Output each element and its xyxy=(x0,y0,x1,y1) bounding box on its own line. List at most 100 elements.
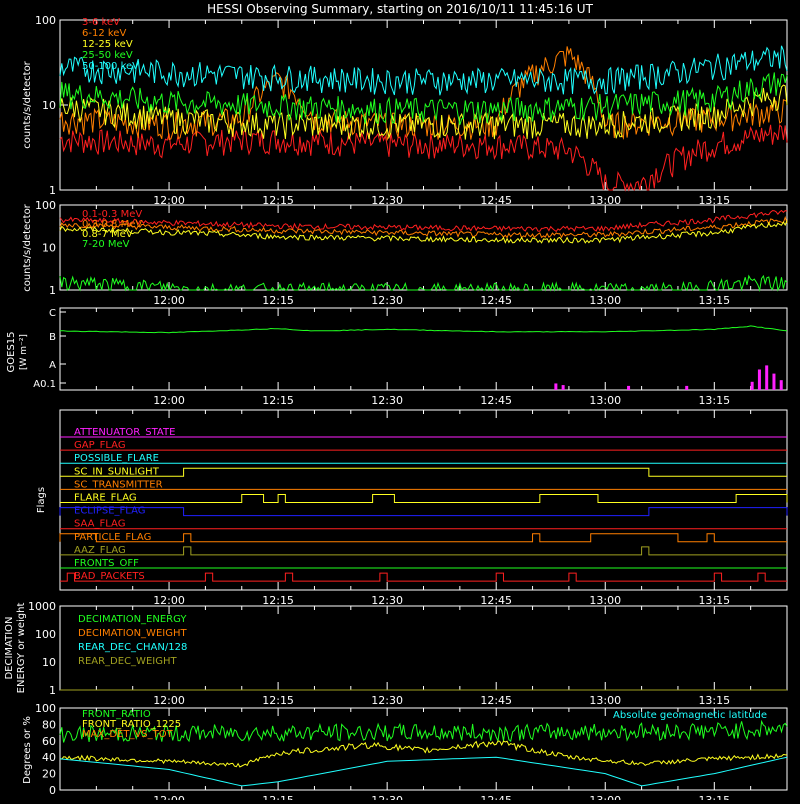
panel-3-ylabel: GOES15 xyxy=(6,331,17,372)
front-ratio-line xyxy=(59,719,788,743)
y-tick-label: 10 xyxy=(42,656,56,669)
y-tick-label: 10 xyxy=(42,242,56,255)
x-tick-label: 12:15 xyxy=(262,694,294,707)
panel-6-legend-entry: MAX_DET_VS_TOT xyxy=(82,729,174,740)
flag-particle-flag-line xyxy=(59,533,787,543)
front-ratio-1225-line xyxy=(59,740,788,768)
series-1-line xyxy=(59,46,788,142)
x-tick-label: 13:00 xyxy=(589,394,621,407)
y-tick-label: 100 xyxy=(35,628,56,641)
y-tick-label: 100 xyxy=(35,14,56,27)
flag-possible-flare-label: POSSIBLE_FLARE xyxy=(74,453,159,464)
flag-sc-in-sunlight-label: SC_IN_SUNLIGHT xyxy=(74,466,160,477)
x-tick-label: 12:15 xyxy=(262,594,294,607)
y-tick-label: 0 xyxy=(49,784,56,797)
flag-eclipse-flag-line xyxy=(59,507,788,517)
panel-1-legend-entry: 25-50 keV xyxy=(82,50,133,61)
x-tick-label: 12:45 xyxy=(480,194,512,207)
x-tick-label: 12:00 xyxy=(153,594,185,607)
y-tick-label: 10 xyxy=(42,99,56,112)
x-tick-label: 12:45 xyxy=(480,394,512,407)
goes-short-bar xyxy=(750,381,754,390)
x-tick-label: 13:15 xyxy=(698,694,730,707)
x-tick-label: 12:30 xyxy=(371,294,403,307)
flag-flare-flag-label: FLARE_FLAG xyxy=(74,493,137,504)
x-tick-label: 12:00 xyxy=(153,694,185,707)
x-tick-label: 12:45 xyxy=(480,794,512,800)
x-tick-label: 12:30 xyxy=(371,794,403,800)
series-0-line xyxy=(59,124,788,192)
goes-short-bar xyxy=(685,385,689,390)
goes-short-bar xyxy=(779,380,783,390)
x-tick-label: 13:00 xyxy=(589,594,621,607)
flag-saa-flag-label: SAA_FLAG xyxy=(74,519,125,530)
flag-sc-in-sunlight-line xyxy=(60,467,787,477)
panel-5-legend-entry: DECIMATION_WEIGHT xyxy=(78,628,187,639)
y-tick-label: 1 xyxy=(49,284,56,297)
panel-4-ylabel: Flags xyxy=(36,487,47,513)
panel-2-ylabel: counts/s/detector xyxy=(22,203,33,291)
y-tick-label: 60 xyxy=(42,735,56,748)
x-tick-label: 12:00 xyxy=(153,194,185,207)
series-3-line xyxy=(59,72,788,125)
x-tick-label: 12:45 xyxy=(480,694,512,707)
y-tick-label: C xyxy=(49,308,56,319)
flag-aaz-flag-label: AAZ_FLAG xyxy=(74,545,126,556)
x-tick-label: 12:30 xyxy=(371,394,403,407)
x-tick-label: 13:00 xyxy=(589,194,621,207)
goes-short-bar xyxy=(772,373,776,390)
flag-eclipse-flag-label: ECLIPSE_FLAG xyxy=(74,506,145,517)
goes-short-bar xyxy=(554,383,558,390)
x-tick-label: 12:15 xyxy=(262,794,294,800)
panel-5-ylabel: DECIMATION xyxy=(4,616,15,679)
series-4-line xyxy=(59,45,788,96)
flag-bad-packets-label: BAD_PACKETS xyxy=(74,571,145,582)
x-tick-label: 13:15 xyxy=(698,794,730,800)
x-tick-label: 12:45 xyxy=(480,294,512,307)
panel-5-ylabel2: ENERGY or weight xyxy=(16,603,27,694)
y-tick-label: 100 xyxy=(35,702,56,715)
y-tick-label: A xyxy=(49,360,56,371)
panel-2-frame xyxy=(59,204,788,291)
series-1-line xyxy=(59,215,788,239)
y-tick-label: 100 xyxy=(35,199,56,212)
panel-1-legend-entry: 50-100 keV xyxy=(82,61,139,72)
series-2-line xyxy=(59,220,788,244)
panel-2-legend-entry: 0.1-0.3 MeV xyxy=(82,209,142,220)
x-tick-label: 13:00 xyxy=(589,694,621,707)
x-tick-label: 12:30 xyxy=(371,594,403,607)
panel-6-legend-entry: FRONT_RATIO xyxy=(82,709,151,720)
panel-6-ylabel: Degrees or % xyxy=(22,716,33,784)
y-tick-label: 1 xyxy=(49,184,56,197)
panel-6-legend-right: Absolute geomagnetic latitude xyxy=(613,710,767,721)
y-tick-label: B xyxy=(49,332,56,343)
x-tick-label: 13:15 xyxy=(698,394,730,407)
x-tick-label: 13:15 xyxy=(698,294,730,307)
panel-6-legend-entry: FRONT_RATIO_1225 xyxy=(82,719,181,730)
flag-gap-flag-label: GAP_FLAG xyxy=(74,440,126,451)
panel-5-legend-entry: DECIMATION_ENERGY xyxy=(78,614,187,625)
panel-1-legend-entry: 6-12 keV xyxy=(82,28,126,39)
panel-3-ylabel2: [W m⁻²] xyxy=(19,334,29,370)
geomagnetic-latitude-line xyxy=(59,756,788,787)
figure-title: HESSI Observing Summary, starting on 201… xyxy=(207,2,593,16)
series-3-line xyxy=(59,274,788,292)
panel-3-frame xyxy=(59,307,788,391)
panel-1-ylabel: counts/s/detector xyxy=(22,60,33,148)
x-tick-label: 12:15 xyxy=(262,194,294,207)
panel-5-legend-entry: REAR_DEC_WEIGHT xyxy=(78,656,177,667)
panel-5-legend-entry: REAR_DEC_CHAN/128 xyxy=(78,642,187,653)
x-tick-label: 12:45 xyxy=(480,594,512,607)
goes-short-bar xyxy=(627,385,631,390)
x-tick-label: 12:15 xyxy=(262,394,294,407)
y-tick-label: 1 xyxy=(49,684,56,697)
x-tick-label: 12:00 xyxy=(153,794,185,800)
flag-particle-flag-label: PARTICLE_FLAG xyxy=(74,532,151,543)
series-0-line xyxy=(59,209,788,233)
flag-aaz-flag-line xyxy=(60,546,787,556)
goes-short-bar xyxy=(757,369,761,390)
flag-fronts-off-label: FRONTS_OFF xyxy=(74,558,139,569)
panel-2-legend-entry: 7-20 MeV xyxy=(82,239,130,250)
